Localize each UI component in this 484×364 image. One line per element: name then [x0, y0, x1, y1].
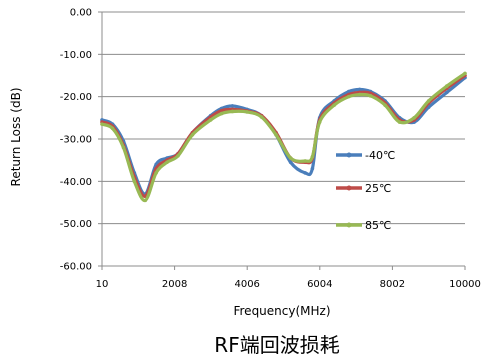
y-tick-label: -20.00	[60, 92, 92, 103]
series-point	[274, 132, 278, 137]
series-point	[259, 115, 264, 119]
y-tick-label: -30.00	[60, 135, 92, 146]
legend-marker	[346, 185, 352, 191]
series-point	[288, 156, 293, 160]
series-point	[412, 116, 416, 120]
y-tick-label: -50.00	[60, 219, 92, 230]
series-point	[190, 132, 195, 137]
series-point	[397, 120, 402, 124]
x-tick-label: 6004	[307, 279, 332, 290]
series-point	[110, 126, 115, 131]
series-point	[230, 109, 235, 114]
series-point	[165, 160, 169, 165]
y-tick-label: -40.00	[60, 177, 92, 188]
series-point	[310, 154, 315, 159]
legend-label: -40℃	[365, 149, 395, 162]
series-point	[132, 179, 137, 184]
series-point	[219, 108, 224, 113]
series-point	[100, 122, 104, 126]
legend-item: 25℃	[336, 182, 391, 195]
series-point	[445, 84, 449, 88]
series-point	[288, 160, 293, 165]
series-point	[310, 166, 315, 171]
series-point	[368, 94, 373, 98]
series-point	[445, 90, 449, 95]
y-tick-labels: 0.00 -10.00 -20.00 -30.00 -40.00 -50.00 -60.00	[60, 8, 92, 273]
series-point	[154, 171, 158, 175]
legend-label: 25℃	[365, 182, 391, 195]
x-tick-label: 2008	[162, 279, 187, 290]
series-point	[230, 104, 235, 108]
x-tick-label: 8002	[380, 279, 405, 290]
x-tick-label: 10000	[449, 279, 481, 290]
legend-label: 85℃	[365, 219, 391, 232]
series-point	[245, 110, 249, 114]
x-tick-labels: 10 2008 4006 6004 8002 10000	[96, 279, 481, 290]
series-point	[303, 159, 307, 163]
series-point	[176, 154, 180, 158]
series-point	[346, 94, 351, 99]
legend-marker	[346, 152, 352, 158]
series-lines	[100, 71, 467, 203]
x-axis-label: Frequency(MHz)	[233, 304, 330, 318]
series-point	[357, 92, 362, 97]
x-tick-label: 4006	[234, 279, 259, 290]
series-point	[332, 103, 336, 107]
series-point	[208, 118, 213, 122]
series-point	[317, 120, 322, 124]
series-point	[303, 171, 307, 175]
series-point	[346, 89, 351, 94]
legend-item: -40℃	[336, 149, 395, 162]
legend: -40℃ 25℃ 85℃	[336, 149, 395, 232]
y-axis-label: Return Loss (dB)	[9, 88, 23, 187]
y-tick-label: -10.00	[60, 50, 92, 61]
series-point	[143, 198, 148, 203]
chart-title: RF端回波损耗	[214, 333, 339, 357]
series-point	[219, 111, 224, 116]
series-point	[463, 71, 467, 76]
series-point	[383, 103, 387, 107]
legend-item: 85℃	[336, 219, 391, 232]
series-point	[357, 87, 362, 92]
y-tick-label: -60.00	[60, 262, 92, 273]
series-point	[121, 145, 126, 150]
legend-marker	[346, 222, 352, 228]
y-tick-label: 0.00	[70, 8, 92, 19]
series-point	[426, 99, 431, 103]
axes	[98, 11, 466, 270]
x-tick-label: 10	[96, 279, 109, 290]
series-2	[100, 71, 467, 203]
